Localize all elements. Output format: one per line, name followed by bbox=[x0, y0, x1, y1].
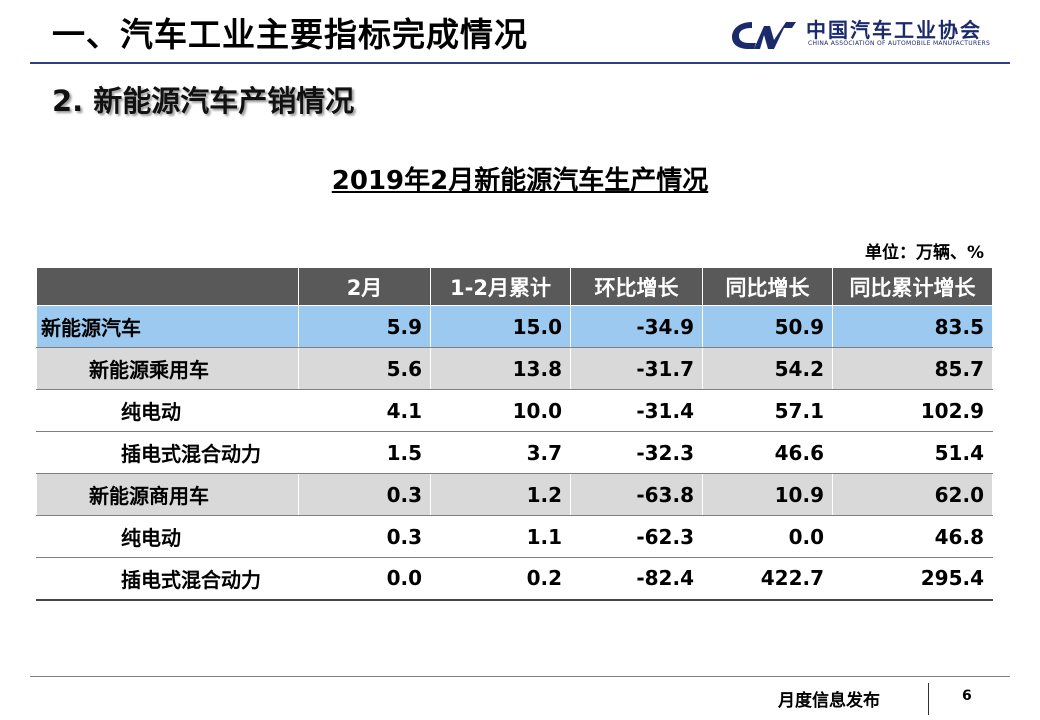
cell-yoy: 10.9 bbox=[702, 473, 833, 516]
cell-ytd: 1.1 bbox=[430, 515, 571, 558]
footer-label: 月度信息发布 bbox=[778, 691, 880, 711]
table-row: 插电式混合动力 1.5 3.7 -32.3 46.6 51.4 bbox=[36, 431, 993, 474]
row-label: 新能源汽车 bbox=[36, 305, 299, 348]
table-row: 新能源汽车 5.9 15.0 -34.9 50.9 83.5 bbox=[36, 305, 993, 348]
column-header-mom: 环比增长 bbox=[570, 267, 703, 306]
table-row: 纯电动 0.3 1.1 -62.3 0.0 46.8 bbox=[36, 515, 993, 558]
cell-yoy: 46.6 bbox=[702, 431, 833, 474]
table-row: 新能源乘用车 5.6 13.8 -31.7 54.2 85.7 bbox=[36, 347, 993, 390]
cell-ytd: 3.7 bbox=[430, 431, 571, 474]
cell-yoy: 0.0 bbox=[702, 515, 833, 558]
cell-mom: -82.4 bbox=[570, 557, 703, 601]
cell-ytd: 13.8 bbox=[430, 347, 571, 390]
cell-ytd-yoy: 85.7 bbox=[832, 347, 993, 390]
table-row: 新能源商用车 0.3 1.2 -63.8 10.9 62.0 bbox=[36, 473, 993, 516]
column-header-feb: 2月 bbox=[298, 267, 431, 306]
column-header-ytd: 1-2月累计 bbox=[430, 267, 571, 306]
cell-feb: 0.0 bbox=[298, 557, 431, 601]
cell-feb: 0.3 bbox=[298, 473, 431, 516]
caam-logo-icon bbox=[732, 22, 796, 49]
section-title: 2. 新能源汽车产销情况 bbox=[52, 84, 355, 118]
cell-yoy: 54.2 bbox=[702, 347, 833, 390]
cell-mom: -32.3 bbox=[570, 431, 703, 474]
cell-ytd: 1.2 bbox=[430, 473, 571, 516]
cell-ytd-yoy: 62.0 bbox=[832, 473, 993, 516]
cell-ytd-yoy: 102.9 bbox=[832, 389, 993, 432]
column-header-ytd-yoy: 同比累计增长 bbox=[832, 267, 993, 306]
table-header-row: 2月 1-2月累计 环比增长 同比增长 同比累计增长 bbox=[36, 267, 993, 306]
footer-separator bbox=[928, 683, 929, 715]
column-header-yoy: 同比增长 bbox=[702, 267, 833, 306]
row-label: 纯电动 bbox=[36, 515, 299, 558]
page-number: 6 bbox=[962, 688, 972, 704]
cell-mom: -62.3 bbox=[570, 515, 703, 558]
row-label: 插电式混合动力 bbox=[36, 431, 299, 474]
row-label: 新能源乘用车 bbox=[36, 347, 299, 390]
production-table: 2月 1-2月累计 环比增长 同比增长 同比累计增长 新能源汽车 5.9 15.… bbox=[36, 267, 993, 601]
row-label: 纯电动 bbox=[36, 389, 299, 432]
cell-mom: -34.9 bbox=[570, 305, 703, 348]
cell-mom: -63.8 bbox=[570, 473, 703, 516]
logo-english-name: CHINA ASSOCIATION OF AUTOMOBILE MANUFACT… bbox=[808, 40, 991, 47]
cell-ytd-yoy: 46.8 bbox=[832, 515, 993, 558]
cell-yoy: 57.1 bbox=[702, 389, 833, 432]
cell-feb: 4.1 bbox=[298, 389, 431, 432]
unit-label: 单位：万辆、% bbox=[864, 243, 984, 263]
cell-feb: 5.6 bbox=[298, 347, 431, 390]
cell-yoy: 50.9 bbox=[702, 305, 833, 348]
table-row: 纯电动 4.1 10.0 -31.4 57.1 102.9 bbox=[36, 389, 993, 432]
page-title: 一、汽车工业主要指标完成情况 bbox=[52, 15, 528, 54]
caam-logo: 中国汽车工业协会 CHINA ASSOCIATION OF AUTOMOBILE… bbox=[730, 14, 1010, 54]
table-row: 插电式混合动力 0.0 0.2 -82.4 422.7 295.4 bbox=[36, 557, 993, 601]
cell-ytd: 10.0 bbox=[430, 389, 571, 432]
cell-yoy: 422.7 bbox=[702, 557, 833, 601]
header-divider bbox=[30, 62, 1010, 64]
row-label: 插电式混合动力 bbox=[36, 557, 299, 601]
cell-feb: 1.5 bbox=[298, 431, 431, 474]
cell-ytd: 0.2 bbox=[430, 557, 571, 601]
column-header-category bbox=[36, 267, 299, 306]
footer-divider bbox=[30, 676, 1010, 677]
cell-ytd-yoy: 295.4 bbox=[832, 557, 993, 601]
table-title: 2019年2月新能源汽车生产情况 bbox=[331, 166, 709, 196]
cell-ytd-yoy: 83.5 bbox=[832, 305, 993, 348]
cell-feb: 0.3 bbox=[298, 515, 431, 558]
cell-mom: -31.4 bbox=[570, 389, 703, 432]
logo-chinese-name: 中国汽车工业协会 bbox=[806, 18, 982, 42]
cell-ytd-yoy: 51.4 bbox=[832, 431, 993, 474]
row-label: 新能源商用车 bbox=[36, 473, 299, 516]
cell-ytd: 15.0 bbox=[430, 305, 571, 348]
cell-feb: 5.9 bbox=[298, 305, 431, 348]
cell-mom: -31.7 bbox=[570, 347, 703, 390]
